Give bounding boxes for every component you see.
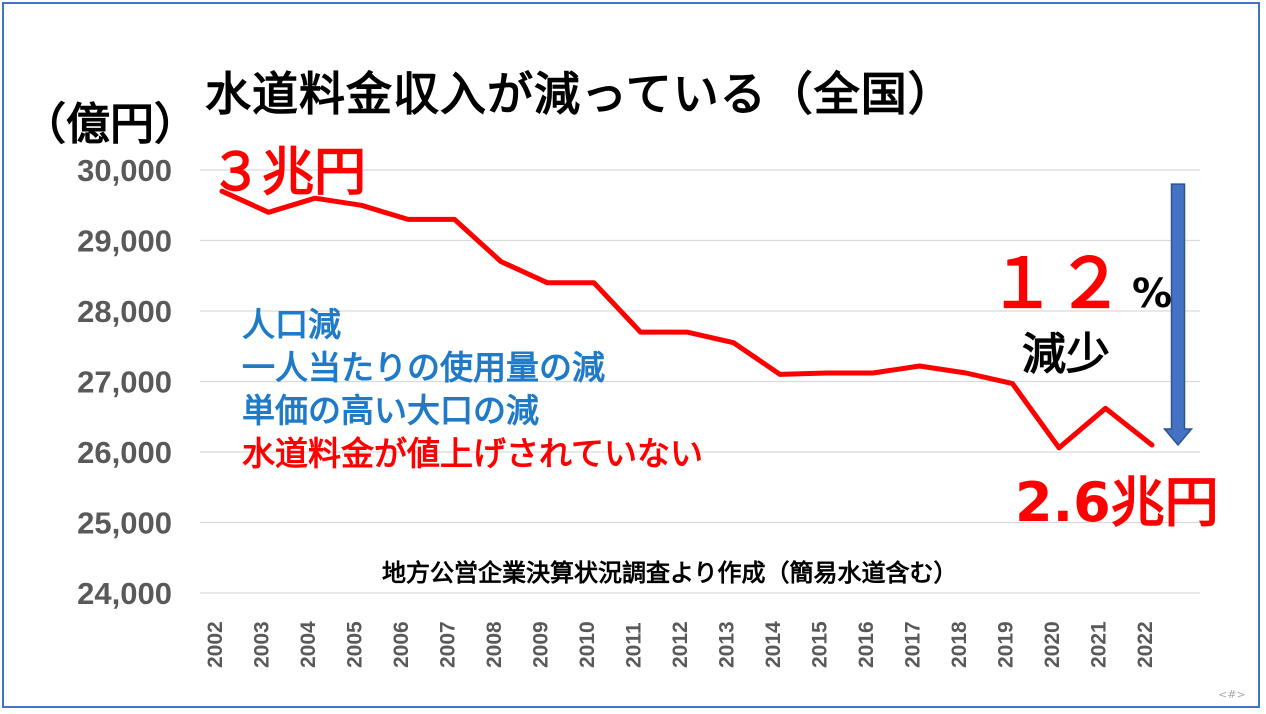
y-axis-unit-label: （億円） bbox=[22, 99, 198, 150]
y-tick-label: 30,000 bbox=[77, 153, 172, 188]
factor-list: 人口減 一人当たりの使用量の減 単価の高い大口の減 水道料金が値上げされていない bbox=[242, 303, 703, 475]
x-tick-label: 2016 bbox=[855, 621, 878, 668]
x-tick-label: 2018 bbox=[948, 621, 971, 668]
x-tick-label: 2009 bbox=[530, 621, 553, 668]
y-tick-label: 26,000 bbox=[77, 435, 172, 470]
x-tick-label: 2022 bbox=[1134, 621, 1157, 668]
x-tick-label: 2011 bbox=[623, 622, 646, 668]
x-tick-label: 2007 bbox=[437, 621, 460, 668]
percent-sign: % bbox=[1132, 271, 1173, 317]
decrease-arrow bbox=[1162, 183, 1194, 447]
factor-item: 水道料金が値上げされていない bbox=[242, 434, 704, 473]
page-number: <#> bbox=[1218, 688, 1246, 701]
x-tick-label: 2010 bbox=[576, 621, 599, 668]
y-tick-label: 28,000 bbox=[77, 294, 172, 329]
x-tick-label: 2015 bbox=[809, 621, 832, 668]
x-tick-label: 2003 bbox=[251, 621, 274, 668]
x-tick-label: 2021 bbox=[1088, 621, 1111, 668]
x-tick-label: 2017 bbox=[902, 621, 925, 668]
x-tick-label: 2020 bbox=[1041, 621, 1064, 668]
x-tick-label: 2019 bbox=[995, 621, 1018, 668]
data-source-note: 地方公営企業決算状況調査より作成（簡易水道含む） bbox=[382, 559, 958, 587]
x-tick-label: 2012 bbox=[669, 621, 692, 668]
end-value-annotation: 2.6兆円 bbox=[1015, 471, 1219, 534]
start-value-annotation: ３兆円 bbox=[210, 143, 367, 203]
y-tick-label: 29,000 bbox=[77, 224, 172, 259]
y-tick-label: 24,000 bbox=[77, 576, 172, 611]
chart-title: 水道料金収入が減っている（全国） bbox=[205, 67, 955, 121]
factor-item: 人口減 bbox=[242, 305, 341, 344]
y-tick-label: 25,000 bbox=[77, 506, 172, 541]
x-tick-label: 2005 bbox=[344, 621, 367, 668]
factor-item: 単価の高い大口の減 bbox=[242, 391, 539, 430]
percent-number: １２ bbox=[988, 245, 1125, 324]
percent-annotation: １２% bbox=[988, 228, 1172, 327]
y-tick-label: 27,000 bbox=[77, 365, 172, 400]
factor-item: 一人当たりの使用量の減 bbox=[242, 348, 605, 387]
x-tick-label: 2014 bbox=[762, 621, 785, 668]
x-tick-label: 2002 bbox=[204, 621, 227, 668]
x-tick-label: 2013 bbox=[716, 621, 739, 668]
x-tick-label: 2004 bbox=[297, 621, 320, 668]
x-tick-label: 2008 bbox=[483, 621, 506, 668]
decrease-label: 減少 bbox=[1022, 329, 1110, 380]
x-tick-label: 2006 bbox=[390, 621, 413, 668]
series-line bbox=[219, 188, 1155, 451]
